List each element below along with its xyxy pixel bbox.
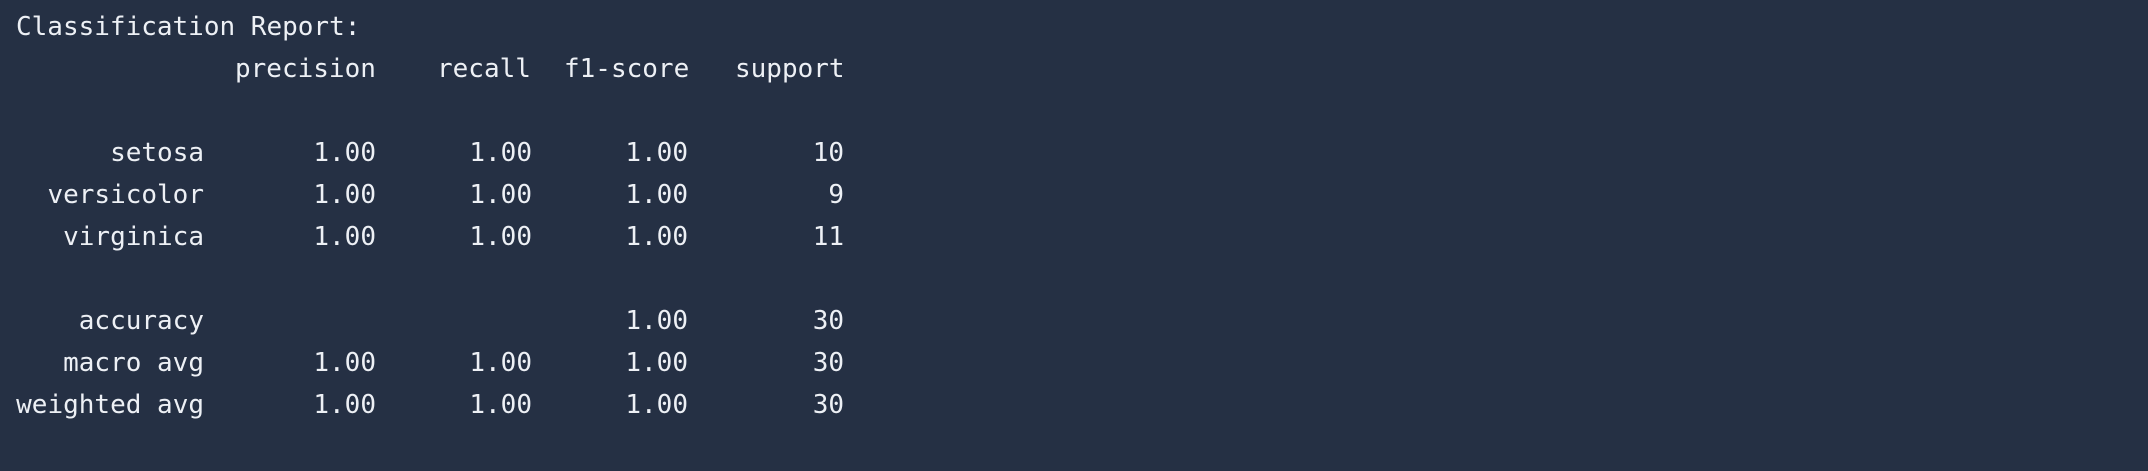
row-recall: 1.00 [469, 180, 532, 210]
accuracy-row: accuracy 1.00 30 [0, 300, 2148, 342]
row-f1-score: 1.00 [625, 348, 688, 378]
table-row: weighted avg 1.00 1.00 1.00 30 [0, 384, 2148, 426]
table-row: setosa 1.00 1.00 1.00 10 [0, 132, 2148, 174]
blank-line [0, 258, 2148, 300]
row-support: 11 [812, 222, 844, 252]
header-support: support [735, 54, 845, 84]
header-precision: precision [235, 54, 376, 84]
row-label: weighted avg [16, 390, 204, 420]
report-title: Classification Report: [16, 12, 361, 42]
row-recall: 1.00 [469, 348, 532, 378]
row-support: 30 [812, 390, 844, 420]
report-lines: Classification Report: precision recall … [16, 6, 2148, 426]
row-recall: 1.00 [469, 390, 532, 420]
row-precision: 1.00 [313, 180, 376, 210]
row-label: versicolor [47, 180, 204, 210]
table-row: virginica 1.00 1.00 1.00 11 [0, 216, 2148, 258]
row-support: 9 [828, 180, 844, 210]
row-support: 10 [812, 138, 844, 168]
row-f1-score: 1.00 [625, 222, 688, 252]
row-label: virginica [63, 222, 204, 252]
row-recall: 1.00 [469, 222, 532, 252]
row-precision: 1.00 [313, 138, 376, 168]
row-f1-score: 1.00 [625, 306, 688, 336]
row-precision: 1.00 [313, 348, 376, 378]
table-row: versicolor 1.00 1.00 1.00 9 [0, 174, 2148, 216]
header-row: precision recall f1-score support [0, 48, 2148, 90]
row-label: accuracy [78, 306, 204, 336]
row-f1-score: 1.00 [625, 138, 688, 168]
row-precision: 1.00 [313, 390, 376, 420]
row-f1-score: 1.00 [625, 180, 688, 210]
table-row: macro avg 1.00 1.00 1.00 30 [0, 342, 2148, 384]
row-support: 30 [812, 306, 844, 336]
row-recall: 1.00 [469, 138, 532, 168]
row-support: 30 [812, 348, 844, 378]
header-recall: recall [437, 54, 531, 84]
row-label: macro avg [63, 348, 204, 378]
row-f1-score: 1.00 [625, 390, 688, 420]
row-precision: 1.00 [313, 222, 376, 252]
report-title-line: Classification Report: [0, 6, 2148, 48]
blank-line [0, 90, 2148, 132]
row-label: setosa [110, 138, 204, 168]
header-f1-score: f1-score [564, 54, 690, 84]
